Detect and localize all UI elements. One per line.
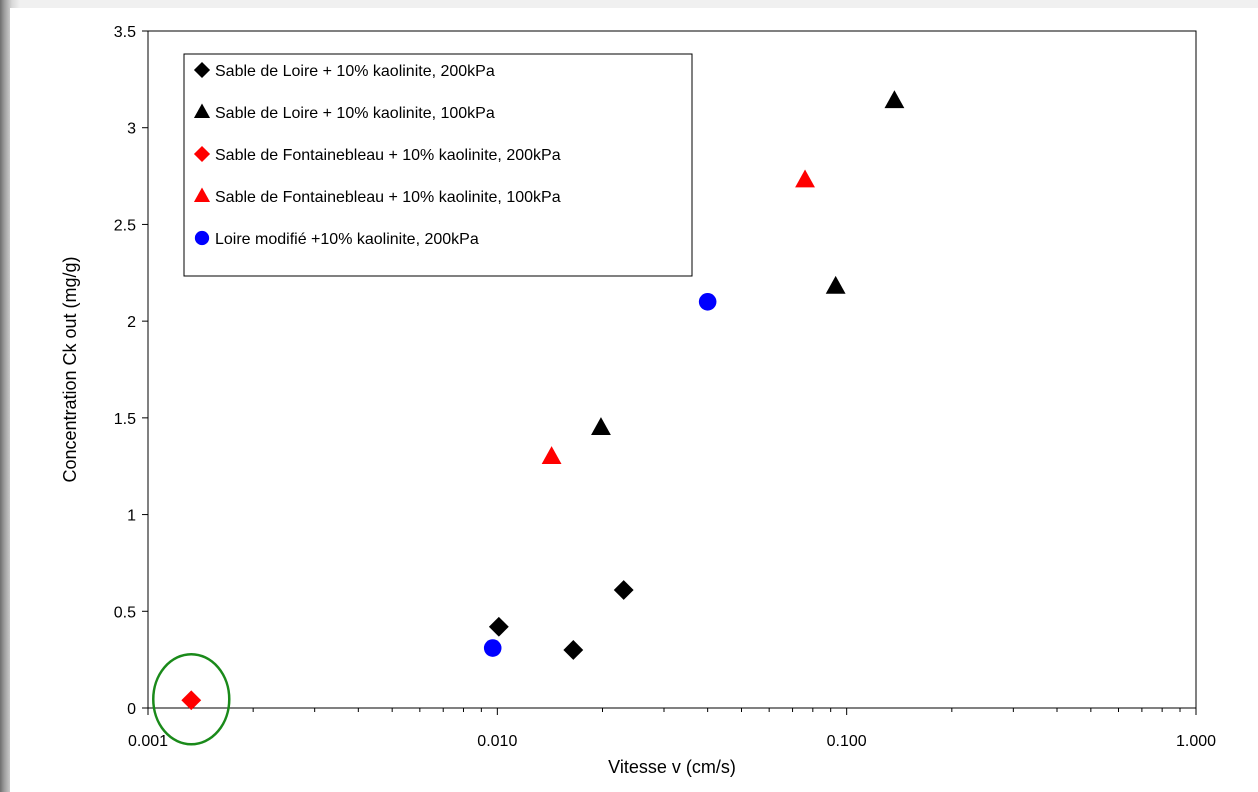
legend-entry-label: Sable de Fontainebleau + 10% kaolinite, … [215, 147, 561, 164]
data-point [825, 275, 846, 294]
legend: Sable de Loire + 10% kaolinite, 200kPa Sa… [183, 53, 693, 277]
data-point [884, 90, 905, 109]
legend-marker [194, 230, 210, 246]
legend-marker [193, 145, 211, 163]
data-point [488, 616, 509, 637]
y-axis: 0 0.5 1 1.5 2 2.5 3 3.5 [114, 24, 148, 718]
chart-canvas: 0 0.5 1 1.5 2 2.5 3 3.5 0.001 0.010 0.100 1.000 Co… [10, 8, 1258, 792]
x-axis-title: Vitesse v (cm/s) [608, 757, 736, 777]
y-tick-label: 3 [127, 121, 136, 138]
legend-entry-label: Sable de Fontainebleau + 10% kaolinite, … [215, 189, 561, 206]
legend-marker [193, 61, 211, 79]
y-tick-label: 0.5 [114, 604, 136, 621]
y-tick-label: 0 [127, 701, 136, 718]
x-tick-label: 0.010 [477, 733, 517, 750]
y-tick-label: 3.5 [114, 24, 136, 41]
legend-entry-label: Sable de Loire + 10% kaolinite, 100kPa [215, 105, 495, 122]
legend-marker [193, 103, 211, 119]
y-tick-label: 2.5 [114, 217, 136, 234]
annotations [152, 653, 231, 746]
data-point [563, 640, 584, 660]
legend-entry-label: Sable de Loire + 10% kaolinite, 200kPa [215, 63, 495, 80]
legend-marker [193, 187, 211, 203]
x-tick-label: 1.000 [1176, 733, 1216, 750]
data-point [698, 293, 717, 311]
y-tick-label: 2 [127, 314, 136, 331]
legend-box [183, 53, 693, 277]
legend-entry-label: Loire modifié +10% kaolinite, 200kPa [215, 231, 479, 248]
scatter-chart: 0 0.5 1 1.5 2 2.5 3 3.5 0.001 0.010 0.100 1.000 Co… [60, 24, 1216, 777]
data-point [181, 690, 202, 711]
data-points [181, 90, 905, 711]
x-tick-label: 0.100 [827, 733, 867, 750]
highlight-ellipse [152, 653, 231, 746]
y-tick-label: 1.5 [114, 411, 136, 428]
x-axis: 0.001 0.010 0.100 1.000 [128, 708, 1216, 750]
data-point [591, 417, 611, 435]
data-point [795, 169, 815, 188]
y-axis-title: Concentration Ck out (mg/g) [60, 256, 80, 482]
x-tick-label: 0.001 [128, 733, 168, 750]
data-point [541, 446, 562, 464]
data-point [483, 639, 502, 657]
y-tick-label: 1 [127, 508, 136, 525]
data-point [613, 580, 634, 600]
